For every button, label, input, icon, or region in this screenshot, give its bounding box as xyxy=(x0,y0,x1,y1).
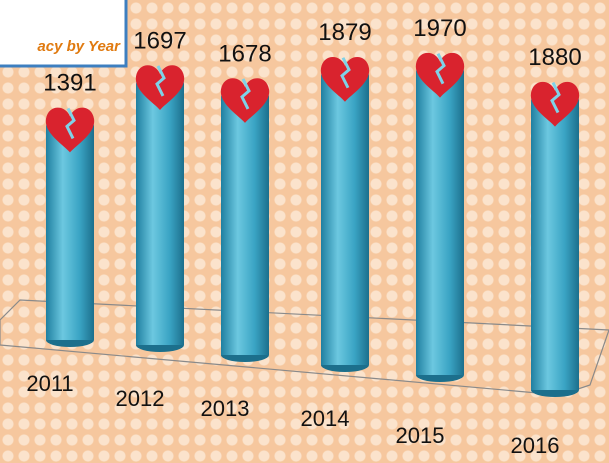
heart-crack xyxy=(435,52,446,85)
x-tick-label: 2016 xyxy=(511,433,560,458)
bar xyxy=(321,66,369,372)
value-label: 1879 xyxy=(318,19,371,46)
floor xyxy=(0,299,609,396)
heart-crack xyxy=(65,107,76,140)
heart-crack xyxy=(340,57,351,89)
heart-crack xyxy=(240,78,251,110)
x-tick-label: 2015 xyxy=(396,423,445,448)
value-label: 1880 xyxy=(528,44,581,71)
x-tick-label: 2012 xyxy=(116,386,165,411)
bar xyxy=(136,74,184,352)
value-label: 1391 xyxy=(43,70,96,97)
bar-body xyxy=(531,98,579,390)
x-tick-label: 2011 xyxy=(26,371,73,396)
heart-crack xyxy=(155,65,166,97)
value-label: 1970 xyxy=(413,15,466,42)
x-tick-label: 2013 xyxy=(201,396,250,421)
value-label: 1697 xyxy=(133,27,186,54)
bar-body xyxy=(136,81,184,345)
bar xyxy=(531,91,579,397)
bar-body xyxy=(416,69,464,376)
bar-body xyxy=(321,73,369,365)
heart-crack xyxy=(550,81,561,114)
chart-subtitle: acy by Year xyxy=(37,38,121,55)
title-box xyxy=(0,0,128,68)
bar xyxy=(416,62,464,382)
bar-body xyxy=(221,94,269,355)
value-label: 1678 xyxy=(218,40,271,67)
bar xyxy=(221,87,269,362)
bar-body xyxy=(46,124,94,341)
x-tick-label: 2014 xyxy=(301,406,350,431)
